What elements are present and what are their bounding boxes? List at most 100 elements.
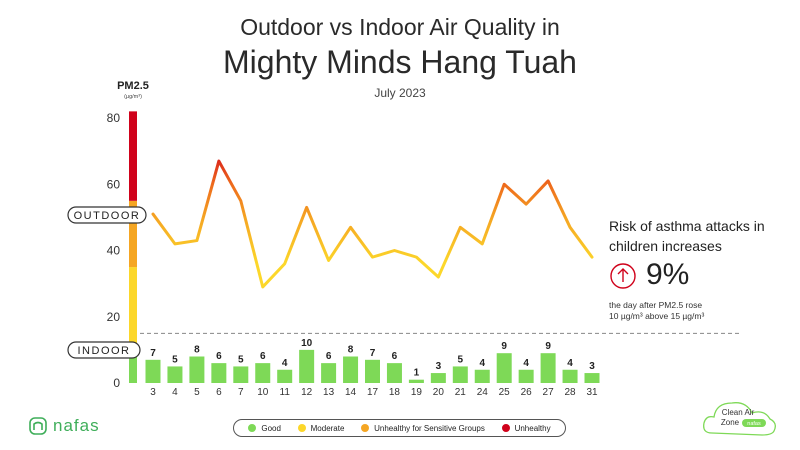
indoor-bar-value: 6 bbox=[260, 351, 266, 362]
x-tick-label: 25 bbox=[499, 387, 511, 398]
legend-label-good: Good bbox=[261, 423, 281, 433]
indoor-bar bbox=[299, 349, 315, 383]
risk-value: 9% bbox=[646, 258, 690, 291]
chart-title-line2: Mighty Minds Hang Tuah bbox=[223, 44, 577, 80]
indoor-bar-value: 6 bbox=[216, 351, 222, 362]
x-tick-label: 28 bbox=[564, 387, 576, 398]
indoor-bar-value: 6 bbox=[392, 351, 398, 362]
indoor-bar-value: 4 bbox=[567, 358, 573, 369]
y-tick-label: 20 bbox=[107, 310, 121, 324]
clean-air-zone-badge: Clean Air Zone nafas bbox=[703, 402, 776, 436]
indoor-label: INDOOR bbox=[78, 345, 131, 357]
indoor-bar bbox=[496, 353, 512, 383]
indoor-bar-value: 5 bbox=[238, 354, 244, 365]
chart-title-line1: Outdoor vs Indoor Air Quality in bbox=[240, 14, 560, 40]
x-tick-label: 10 bbox=[257, 387, 269, 398]
indoor-bar-value: 8 bbox=[348, 345, 354, 356]
indoor-bar bbox=[189, 356, 205, 383]
legend-label-moderate: Moderate bbox=[310, 423, 345, 433]
indoor-bar bbox=[386, 363, 402, 383]
legend-item-moderate: Moderate bbox=[297, 423, 345, 433]
x-tick-label: 26 bbox=[521, 387, 533, 398]
indoor-bar-value: 3 bbox=[589, 361, 595, 372]
badge-tag: nafas bbox=[747, 421, 761, 427]
legend-label-unhealthy: Unhealthy bbox=[514, 423, 551, 433]
badge-line1: Clean Air bbox=[722, 408, 755, 417]
indoor-bar bbox=[145, 359, 161, 383]
legend-label-usg: Unhealthy for Sensitive Groups bbox=[374, 423, 485, 433]
x-tick-label: 3 bbox=[150, 387, 156, 398]
indoor-bar bbox=[584, 373, 600, 383]
x-axis-ticks: 3 4 5 6 7 10 11 12 13 14 17 18 19 20 21 24 25 26 27 28 31 bbox=[150, 387, 598, 398]
x-tick-label: 7 bbox=[238, 387, 244, 398]
indoor-bar bbox=[518, 369, 534, 383]
indoor-bar bbox=[408, 379, 424, 383]
x-tick-label: 14 bbox=[345, 387, 357, 398]
indoor-bar bbox=[277, 369, 293, 383]
x-tick-label: 5 bbox=[194, 387, 200, 398]
scale-band-1 bbox=[129, 267, 137, 344]
badge-line2: Zone bbox=[721, 418, 740, 427]
x-tick-label: 13 bbox=[323, 387, 335, 398]
indoor-bar-value: 5 bbox=[172, 354, 178, 365]
indoor-bar-labels: 7 5 8 6 5 6 4 10 6 8 7 6 1 3 5 4 9 4 9 4 3 bbox=[150, 338, 595, 379]
indoor-bar-value: 4 bbox=[282, 358, 288, 369]
risk-note: the day after PM2.5 rose 10 µg/m³ above … bbox=[609, 300, 799, 322]
risk-title: Risk of asthma attacks in children incre… bbox=[609, 218, 765, 254]
outdoor-line bbox=[151, 159, 594, 289]
indoor-bar-value: 10 bbox=[301, 338, 313, 349]
brand-logo: nafas bbox=[28, 416, 100, 436]
x-tick-label: 12 bbox=[301, 387, 313, 398]
outdoor-pill: OUTDOOR bbox=[67, 206, 147, 224]
indoor-bar-value: 1 bbox=[414, 368, 420, 379]
pm25-color-scale bbox=[129, 111, 137, 383]
y-axis-ticks: 0 20 40 60 80 bbox=[107, 111, 121, 390]
chart-subtitle: July 2023 bbox=[374, 86, 426, 100]
brand-name: nafas bbox=[53, 416, 100, 435]
legend-dot-good bbox=[248, 424, 257, 432]
y-tick-label: 60 bbox=[107, 177, 121, 191]
legend-item-usg: Unhealthy for Sensitive Groups bbox=[361, 424, 485, 433]
indoor-bar bbox=[211, 363, 227, 383]
indoor-bar bbox=[321, 363, 337, 383]
indoor-bar bbox=[452, 366, 468, 383]
badge-tag-bg bbox=[742, 419, 766, 427]
indoor-bar-value: 7 bbox=[150, 348, 156, 359]
legend-item-unhealthy: Unhealthy bbox=[501, 423, 551, 433]
indoor-bar bbox=[255, 363, 271, 383]
indoor-bar-value: 9 bbox=[501, 341, 507, 352]
scale-band-0 bbox=[129, 343, 137, 383]
y-tick-label: 40 bbox=[107, 244, 121, 258]
y-axis-unit-label: PM2.5 bbox=[117, 80, 149, 92]
x-tick-label: 17 bbox=[367, 387, 379, 398]
indoor-bar-value: 4 bbox=[479, 358, 485, 369]
nafas-logo-icon bbox=[29, 417, 47, 435]
indoor-bar-value: 4 bbox=[523, 358, 529, 369]
x-tick-label: 27 bbox=[543, 387, 555, 398]
risk-note-line1: the day after PM2.5 rose bbox=[609, 300, 703, 310]
y-tick-label: 0 bbox=[113, 376, 120, 390]
outdoor-label: OUTDOOR bbox=[74, 210, 141, 222]
indoor-bar-value: 3 bbox=[436, 361, 442, 372]
indoor-bar bbox=[343, 356, 359, 383]
x-tick-label: 6 bbox=[216, 387, 222, 398]
risk-note-line2: 10 µg/m³ above 15 µg/m³ bbox=[609, 311, 705, 321]
indoor-bar bbox=[562, 369, 578, 383]
indoor-bar-value: 7 bbox=[370, 348, 376, 359]
indoor-bar bbox=[233, 366, 249, 383]
scale-band-3 bbox=[129, 111, 137, 201]
indoor-bars bbox=[145, 349, 600, 383]
scale-band-2 bbox=[129, 200, 137, 268]
x-tick-label: 4 bbox=[172, 387, 178, 398]
x-tick-label: 11 bbox=[280, 387, 291, 398]
x-tick-label: 31 bbox=[586, 387, 598, 398]
indoor-bar-value: 5 bbox=[458, 354, 464, 365]
cloud-icon bbox=[703, 402, 776, 436]
x-tick-label: 24 bbox=[477, 387, 489, 398]
indoor-pill: INDOOR bbox=[67, 341, 141, 359]
indoor-bar bbox=[167, 366, 183, 383]
x-tick-label: 18 bbox=[389, 387, 401, 398]
indoor-bar bbox=[474, 369, 490, 383]
y-tick-label: 80 bbox=[107, 111, 121, 125]
